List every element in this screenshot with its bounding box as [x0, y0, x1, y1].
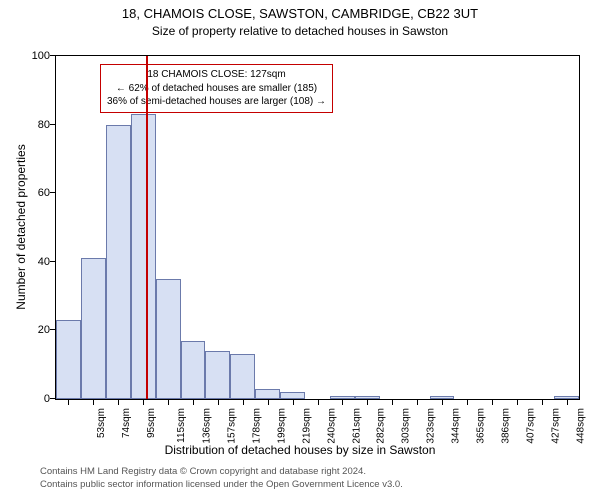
chart-root: 18, CHAMOIS CLOSE, SAWSTON, CAMBRIDGE, C…: [0, 0, 600, 500]
annotation-box: 18 CHAMOIS CLOSE: 127sqm ← 62% of detach…: [100, 64, 333, 113]
x-tick-label: 178sqm: [251, 408, 262, 444]
x-tick-label: 386sqm: [501, 408, 512, 444]
x-tick-mark: [93, 400, 94, 405]
x-tick-label: 219sqm: [301, 408, 312, 444]
x-tick-label: 282sqm: [376, 408, 387, 444]
histogram-bar: [430, 396, 455, 399]
x-tick-mark: [567, 400, 568, 405]
histogram-bar: [81, 258, 106, 399]
x-tick-mark: [193, 400, 194, 405]
x-tick-mark: [517, 400, 518, 405]
x-tick-label: 427sqm: [550, 408, 561, 444]
x-tick-label: 448sqm: [575, 408, 586, 444]
histogram-bar: [280, 392, 305, 399]
histogram-bar: [230, 354, 255, 399]
property-marker-line: [146, 56, 148, 399]
x-tick-label: 303sqm: [401, 408, 412, 444]
x-tick-mark: [293, 400, 294, 405]
histogram-bar: [106, 125, 131, 399]
y-tick-label: 80: [20, 119, 50, 131]
x-tick-mark: [367, 400, 368, 405]
chart-title: 18, CHAMOIS CLOSE, SAWSTON, CAMBRIDGE, C…: [0, 6, 600, 21]
x-tick-label: 53sqm: [96, 408, 107, 438]
x-tick-mark: [243, 400, 244, 405]
y-tick-label: 100: [20, 50, 50, 62]
x-tick-label: 95sqm: [146, 408, 157, 438]
x-tick-label: 240sqm: [326, 408, 337, 444]
x-tick-label: 407sqm: [525, 408, 536, 444]
x-tick-mark: [268, 400, 269, 405]
x-tick-mark: [467, 400, 468, 405]
x-tick-label: 74sqm: [121, 408, 132, 438]
y-tick-label: 20: [20, 324, 50, 336]
histogram-bar: [355, 396, 380, 399]
x-tick-label: 365sqm: [476, 408, 487, 444]
y-axis-label: Number of detached properties: [14, 142, 28, 312]
x-tick-label: 157sqm: [227, 408, 238, 444]
x-tick-mark: [143, 400, 144, 405]
plot-area: 18 CHAMOIS CLOSE: 127sqm ← 62% of detach…: [55, 55, 580, 400]
x-tick-mark: [168, 400, 169, 405]
annotation-line-3: 36% of semi-detached houses are larger (…: [107, 95, 326, 109]
annotation-line-2: ← 62% of detached houses are smaller (18…: [107, 82, 326, 96]
histogram-bar: [330, 396, 355, 399]
x-tick-mark: [218, 400, 219, 405]
annotation-line-1: 18 CHAMOIS CLOSE: 127sqm: [107, 68, 326, 82]
x-tick-label: 115sqm: [176, 408, 187, 443]
x-tick-label: 199sqm: [276, 408, 287, 444]
x-axis-label: Distribution of detached houses by size …: [20, 443, 580, 457]
y-tick-label: 60: [20, 187, 50, 199]
histogram-bar: [205, 351, 230, 399]
x-tick-mark: [68, 400, 69, 405]
footer-line-2: Contains public sector information licen…: [40, 479, 403, 492]
x-tick-mark: [417, 400, 418, 405]
x-tick-mark: [342, 400, 343, 405]
x-tick-mark: [542, 400, 543, 405]
x-tick-mark: [118, 400, 119, 405]
chart-subtitle: Size of property relative to detached ho…: [0, 24, 600, 38]
x-tick-mark: [318, 400, 319, 405]
x-tick-label: 261sqm: [351, 408, 362, 444]
x-tick-mark: [492, 400, 493, 405]
x-tick-mark: [442, 400, 443, 405]
histogram-bar: [181, 341, 206, 399]
x-tick-label: 136sqm: [202, 408, 213, 444]
histogram-bar: [56, 320, 81, 399]
footer-line-1: Contains HM Land Registry data © Crown c…: [40, 466, 403, 479]
histogram-bar: [131, 114, 156, 399]
footer: Contains HM Land Registry data © Crown c…: [40, 466, 403, 492]
histogram-bar: [255, 389, 280, 399]
y-tick-label: 40: [20, 256, 50, 268]
y-tick-label: 0: [20, 393, 50, 405]
x-tick-label: 323sqm: [426, 408, 437, 444]
histogram-bar: [156, 279, 181, 399]
x-tick-label: 344sqm: [451, 408, 462, 444]
x-tick-mark: [392, 400, 393, 405]
histogram-bar: [554, 396, 579, 399]
